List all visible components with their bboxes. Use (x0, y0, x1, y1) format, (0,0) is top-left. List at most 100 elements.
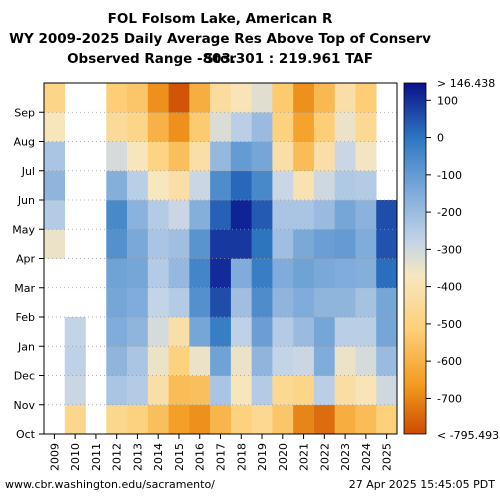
heatmap-cell (376, 404, 398, 435)
heatmap-cell (334, 229, 356, 259)
heatmap-cell (147, 346, 169, 376)
x-tick-label: 2016 (194, 443, 207, 471)
heatmap-cell (313, 404, 335, 435)
heatmap-cell (355, 141, 377, 172)
heatmap-cell (44, 112, 66, 142)
colorbar-tick-label: -700 (437, 392, 462, 405)
heatmap-cell (251, 141, 273, 172)
heatmap-cell (189, 141, 211, 172)
heatmap-cell (272, 317, 294, 347)
chart-subtitle: WY 2009-2025 Daily Average Res Above Top… (9, 31, 431, 67)
heatmap-cell (127, 346, 149, 376)
heatmap-cell (334, 404, 356, 435)
heatmap-cell (210, 141, 232, 172)
heatmap-cell (168, 258, 190, 289)
heatmap-cell (272, 375, 294, 406)
colorbar-max-label: > 146.438 (437, 77, 495, 90)
heatmap-cell (251, 258, 273, 289)
heatmap-cell (376, 229, 398, 259)
x-tick-label: 2018 (235, 443, 248, 471)
heatmap-cell (230, 170, 252, 201)
heatmap-cell (355, 375, 377, 406)
heatmap-cell (147, 229, 169, 259)
heatmap-cell (168, 229, 190, 259)
heatmap-cell (313, 83, 335, 113)
heatmap-cell (313, 375, 335, 406)
heatmap-cell (168, 112, 190, 142)
heatmap-cell (127, 375, 149, 406)
heatmap-cell (189, 112, 211, 142)
heatmap-cell (313, 229, 335, 259)
heatmap-cell (376, 317, 398, 347)
y-tick-label: Oct (16, 428, 36, 441)
heatmap-cell (147, 317, 169, 347)
heatmap-cell (355, 287, 377, 318)
x-tick-label: 2019 (256, 443, 269, 471)
heatmap-cell (355, 112, 377, 142)
x-tick-label: 2021 (298, 443, 311, 471)
heatmap-cell (168, 346, 190, 376)
heatmap-cell (376, 287, 398, 318)
heatmap-cell (64, 404, 86, 435)
heatmap-cell (127, 170, 149, 201)
heatmap-cell (293, 317, 315, 347)
heatmap-cell (168, 375, 190, 406)
heatmap-cell (313, 258, 335, 289)
heatmap-cell (230, 375, 252, 406)
heatmap-cell (293, 170, 315, 201)
heatmap-cell (272, 170, 294, 201)
heatmap-cell (334, 375, 356, 406)
heatmap-cell (210, 404, 232, 435)
colorbar-tick-label: -300 (437, 243, 462, 256)
x-tick-label: 2011 (90, 443, 103, 471)
heatmap-cell (272, 141, 294, 172)
heatmap-cell (334, 317, 356, 347)
heatmap-cell (251, 404, 273, 435)
heatmap-cell (376, 258, 398, 289)
heatmap-cell (106, 112, 128, 142)
y-tick-label: Mar (14, 282, 35, 295)
heatmap-cell (293, 258, 315, 289)
heatmap-cell (230, 346, 252, 376)
heatmap-cell (230, 229, 252, 259)
x-tick-label: 2015 (173, 443, 186, 471)
heatmap-cell (127, 317, 149, 347)
heatmap-cell (230, 141, 252, 172)
heatmap-cell (334, 346, 356, 376)
heatmap-cell (272, 112, 294, 142)
footer-timestamp: 27 Apr 2025 15:45:05 PDT (348, 478, 495, 491)
heatmap-cell (106, 258, 128, 289)
heatmap-cell (313, 141, 335, 172)
heatmap-cell (313, 287, 335, 318)
heatmap-cell (147, 83, 169, 113)
heatmap-cell (313, 317, 335, 347)
heatmap-cell (44, 200, 66, 230)
heatmap-cell (210, 346, 232, 376)
footer-source-url: www.cbr.washington.edu/sacramento/ (5, 478, 215, 491)
heatmap-cell (376, 375, 398, 406)
x-tick-label: 2013 (131, 443, 144, 471)
heatmap-cell (189, 317, 211, 347)
heatmap-cell (230, 83, 252, 113)
heatmap-cell (230, 317, 252, 347)
heatmap-cell (127, 404, 149, 435)
heatmap-cell (293, 229, 315, 259)
heatmap-cell (272, 258, 294, 289)
colorbar-tick-label: -200 (437, 206, 462, 219)
heatmap-cell (168, 83, 190, 113)
heatmap-cell (127, 287, 149, 318)
y-tick-label: Feb (16, 311, 35, 324)
heatmap-cell (334, 83, 356, 113)
heatmap-cell (355, 346, 377, 376)
heatmap-cell (127, 112, 149, 142)
colorbar-tick-label: -400 (437, 281, 462, 294)
heatmap-cell (210, 258, 232, 289)
heatmap-cell (168, 317, 190, 347)
heatmap-cell (355, 317, 377, 347)
heatmap-cell (44, 229, 66, 259)
heatmap-cell (355, 83, 377, 113)
heatmap-cell (293, 83, 315, 113)
heatmap-cell (230, 200, 252, 230)
heatmap-cell (272, 346, 294, 376)
heatmap-cell (272, 287, 294, 318)
